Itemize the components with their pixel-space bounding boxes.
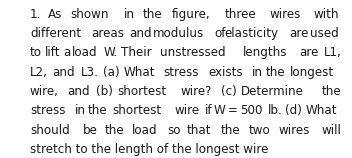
- Text: to: to: [30, 46, 42, 59]
- Text: (a): (a): [103, 66, 119, 79]
- Text: Their: Their: [121, 46, 152, 59]
- Text: if: if: [205, 104, 213, 117]
- Text: (b): (b): [96, 85, 113, 98]
- Text: L1,: L1,: [323, 46, 341, 59]
- Text: unstressed: unstressed: [159, 46, 225, 59]
- Text: that: that: [187, 124, 212, 137]
- Text: What: What: [306, 104, 338, 117]
- Text: and: and: [129, 27, 151, 40]
- Text: What: What: [123, 66, 155, 79]
- Text: wire: wire: [174, 104, 199, 117]
- Text: and: and: [52, 66, 75, 79]
- Text: the: the: [321, 85, 341, 98]
- Text: longest: longest: [290, 66, 334, 79]
- Text: wires: wires: [278, 124, 310, 137]
- Text: be: be: [83, 124, 98, 137]
- Text: 1.: 1.: [30, 8, 41, 21]
- Text: L3.: L3.: [81, 66, 98, 79]
- Text: stress: stress: [30, 104, 65, 117]
- Text: are: are: [289, 27, 309, 40]
- Text: wire?: wire?: [180, 85, 212, 98]
- Text: As: As: [48, 8, 63, 21]
- Text: (c): (c): [221, 85, 236, 98]
- Text: in: in: [252, 66, 263, 79]
- Text: of: of: [214, 27, 226, 40]
- Text: are: are: [300, 46, 319, 59]
- Text: modulus: modulus: [153, 27, 205, 40]
- Text: elasticity: elasticity: [225, 27, 278, 40]
- Text: figure,: figure,: [171, 8, 210, 21]
- Text: areas: areas: [91, 27, 124, 40]
- Text: with: with: [314, 8, 339, 21]
- Text: different: different: [30, 27, 81, 40]
- Text: lengths: lengths: [243, 46, 288, 59]
- Text: exists: exists: [208, 66, 243, 79]
- Text: Determine: Determine: [240, 85, 303, 98]
- Text: shortest: shortest: [117, 85, 166, 98]
- Text: load: load: [72, 46, 98, 59]
- Text: will: will: [321, 124, 341, 137]
- Text: the: the: [221, 124, 240, 137]
- Text: stretch to the length of the longest wire: stretch to the length of the longest wir…: [30, 143, 268, 156]
- Text: lb.: lb.: [268, 104, 282, 117]
- Text: shortest: shortest: [112, 104, 161, 117]
- Text: used: used: [310, 27, 338, 40]
- Text: two: two: [248, 124, 270, 137]
- Text: the: the: [142, 8, 162, 21]
- Text: the: the: [105, 124, 124, 137]
- Text: W.: W.: [104, 46, 118, 59]
- Text: (d): (d): [285, 104, 302, 117]
- Text: lift: lift: [44, 46, 60, 59]
- Text: in: in: [124, 8, 135, 21]
- Text: the: the: [265, 66, 285, 79]
- Text: a: a: [63, 46, 71, 59]
- Text: wires: wires: [270, 8, 301, 21]
- Text: in: in: [75, 104, 86, 117]
- Text: wire,: wire,: [30, 85, 59, 98]
- Text: three: three: [225, 8, 257, 21]
- Text: the: the: [88, 104, 107, 117]
- Text: W: W: [214, 104, 226, 117]
- Text: shown: shown: [71, 8, 109, 21]
- Text: L2,: L2,: [30, 66, 48, 79]
- Text: and: and: [67, 85, 89, 98]
- Text: so: so: [168, 124, 181, 137]
- Text: stress: stress: [163, 66, 199, 79]
- Text: should: should: [30, 124, 70, 137]
- Text: 500: 500: [240, 104, 262, 117]
- Text: =: =: [228, 104, 238, 117]
- Text: load: load: [132, 124, 158, 137]
